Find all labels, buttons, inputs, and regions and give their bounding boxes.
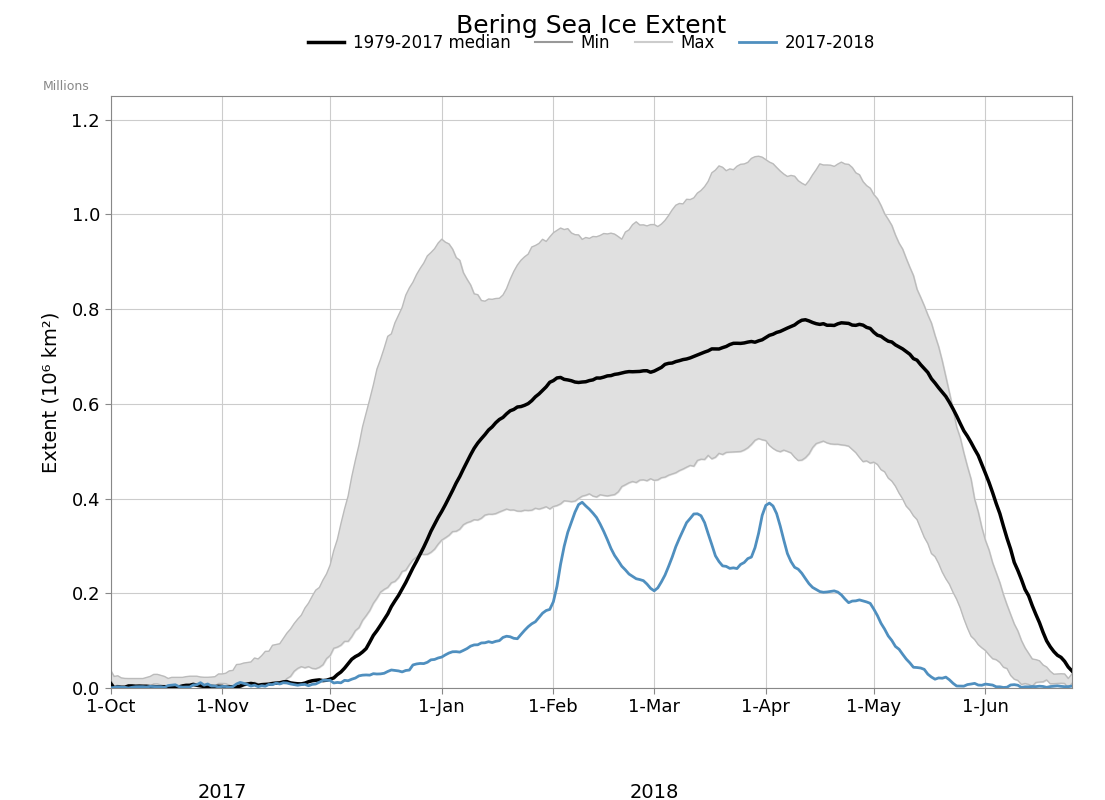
Y-axis label: Extent (10⁶ km²): Extent (10⁶ km²) <box>41 311 61 473</box>
Text: 2017: 2017 <box>198 782 246 800</box>
Text: Millions: Millions <box>43 80 90 93</box>
Title: Bering Sea Ice Extent: Bering Sea Ice Extent <box>456 14 726 38</box>
Legend: 1979-2017 median, Min, Max, 2017-2018: 1979-2017 median, Min, Max, 2017-2018 <box>301 27 882 58</box>
Text: 2018: 2018 <box>630 782 678 800</box>
